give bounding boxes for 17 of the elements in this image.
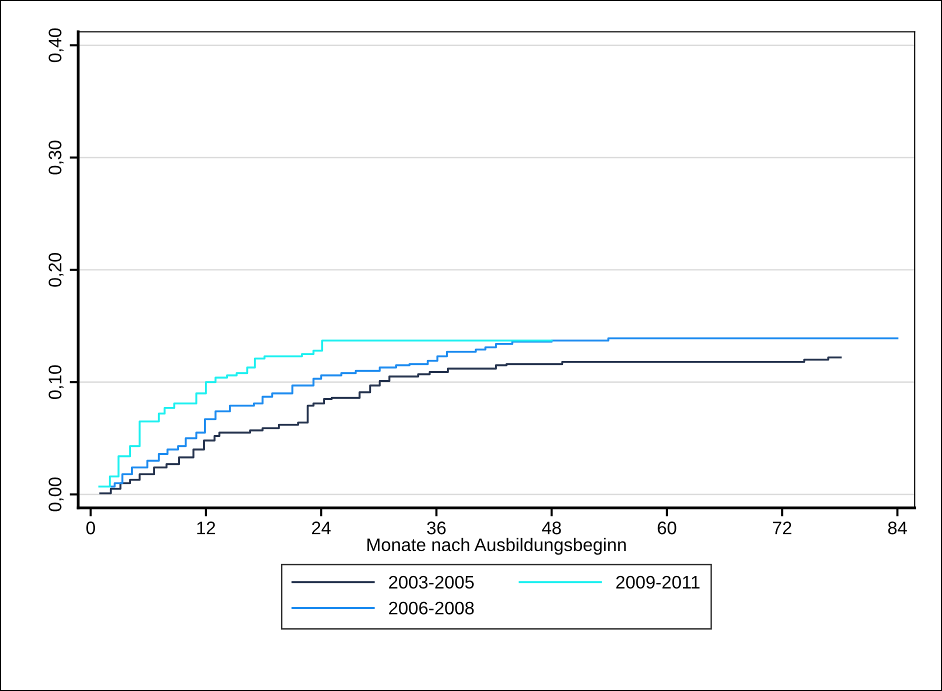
x-tick-label: 60 [658, 522, 676, 534]
y-tick-label: 0,40 [48, 28, 64, 62]
x-tick-label: 84 [888, 522, 907, 534]
x-tick-label: 36 [427, 522, 446, 534]
x-tick-label: 72 [773, 522, 792, 534]
y-tick-label: 0,10 [48, 365, 64, 399]
legend-label: 2009-2011 [616, 576, 700, 589]
y-tick-label: 0,30 [48, 140, 64, 174]
x-tick-label: 0 [86, 522, 95, 534]
x-axis-title: Monate nach Ausbildungsbeginn [367, 538, 626, 555]
y-tick-label: 0,00 [48, 478, 64, 512]
legend-label: 2006-2008 [389, 602, 474, 614]
legend-label: 2003-2005 [389, 576, 474, 589]
y-tick-label: 0,20 [48, 252, 64, 287]
x-tick-label: 48 [542, 522, 561, 534]
x-tick-label: 24 [312, 522, 331, 534]
x-tick-label: 12 [197, 522, 216, 534]
